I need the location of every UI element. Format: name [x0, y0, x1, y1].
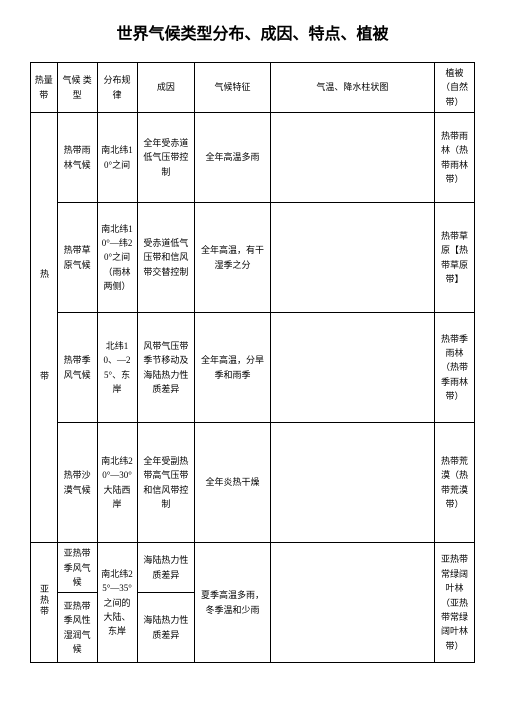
- table-row: 热带草原气候 南北纬10°—纬20°之间（雨林两侧） 受赤道低气压带和信风带交替…: [31, 203, 475, 313]
- climate-table: 热量带 气候 类型 分布规律 成因 气候特征 气温、降水柱状图 植被（自然带） …: [30, 62, 475, 663]
- cell-cause: 海陆热力性质差异: [137, 543, 195, 593]
- cell-type: 热带沙漠气候: [57, 423, 97, 543]
- page-title: 世界气候类型分布、成因、特点、植被: [30, 20, 475, 44]
- cell-distribution: 北纬10、—25°、东岸: [97, 313, 137, 423]
- cell-type: 亚热带季风气候: [57, 543, 97, 593]
- cell-distribution: 南北纬10°—纬20°之间（雨林两侧）: [97, 203, 137, 313]
- cell-cause: 全年受副热带高气压带和信风带控制: [137, 423, 195, 543]
- header-type: 气候 类型: [57, 63, 97, 113]
- cell-vegetation: 亚热带常绿阔叶林（亚热带常绿阔叶林带）: [435, 543, 475, 663]
- table-row: 热带沙漠气候 南北纬20°—30°大陆西岸 全年受副热带高气压带和信风带控制 全…: [31, 423, 475, 543]
- cell-distribution: 南北纬20°—30°大陆西岸: [97, 423, 137, 543]
- cell-distribution: 南北纬25°—35°之间的大陆、东岸: [97, 543, 137, 663]
- cell-distribution: 南北纬10°之间: [97, 113, 137, 203]
- cell-chart: [270, 203, 434, 313]
- table-row: 热 带 热带雨林气候 南北纬10°之间 全年受赤道低气压带控制 全年高温多雨 热…: [31, 113, 475, 203]
- header-belt: 热量带: [31, 63, 58, 113]
- cell-chart: [270, 423, 434, 543]
- cell-characteristic: 全年高温多雨: [195, 113, 270, 203]
- header-cause: 成因: [137, 63, 195, 113]
- header-distribution: 分布规律: [97, 63, 137, 113]
- cell-cause: 全年受赤道低气压带控制: [137, 113, 195, 203]
- cell-characteristic: 全年炎热干燥: [195, 423, 270, 543]
- cell-belt-1: 热 带: [31, 113, 58, 543]
- cell-chart: [270, 543, 434, 663]
- cell-vegetation: 热带草原【热带草原带】: [435, 203, 475, 313]
- cell-cause: 风带气压带季节移动及海陆热力性质差异: [137, 313, 195, 423]
- cell-vegetation: 热带季雨林（热带季雨林带）: [435, 313, 475, 423]
- cell-cause: 海陆热力性质差异: [137, 593, 195, 663]
- cell-cause: 受赤道低气压带和信风带交替控制: [137, 203, 195, 313]
- cell-chart: [270, 313, 434, 423]
- cell-chart: [270, 113, 434, 203]
- table-header-row: 热量带 气候 类型 分布规律 成因 气候特征 气温、降水柱状图 植被（自然带）: [31, 63, 475, 113]
- cell-characteristic: 夏季高温多雨，冬季温和少雨: [195, 543, 270, 663]
- cell-type: 热带季风气候: [57, 313, 97, 423]
- cell-characteristic: 全年高温，分旱季和雨季: [195, 313, 270, 423]
- cell-vegetation: 热带雨林（热带雨林带）: [435, 113, 475, 203]
- cell-type: 热带草原气候: [57, 203, 97, 313]
- cell-vegetation: 热带荒漠（热带荒漠带）: [435, 423, 475, 543]
- cell-characteristic: 全年高温，有干湿季之分: [195, 203, 270, 313]
- table-row: 热带季风气候 北纬10、—25°、东岸 风带气压带季节移动及海陆热力性质差异 全…: [31, 313, 475, 423]
- cell-type: 亚热带季风性湿润气候: [57, 593, 97, 663]
- table-row: 亚热带 亚热带季风气候 南北纬25°—35°之间的大陆、东岸 海陆热力性质差异 …: [31, 543, 475, 593]
- header-vegetation: 植被（自然带）: [435, 63, 475, 113]
- cell-type: 热带雨林气候: [57, 113, 97, 203]
- cell-belt-2: 亚热带: [31, 543, 58, 663]
- header-characteristic: 气候特征: [195, 63, 270, 113]
- header-chart: 气温、降水柱状图: [270, 63, 434, 113]
